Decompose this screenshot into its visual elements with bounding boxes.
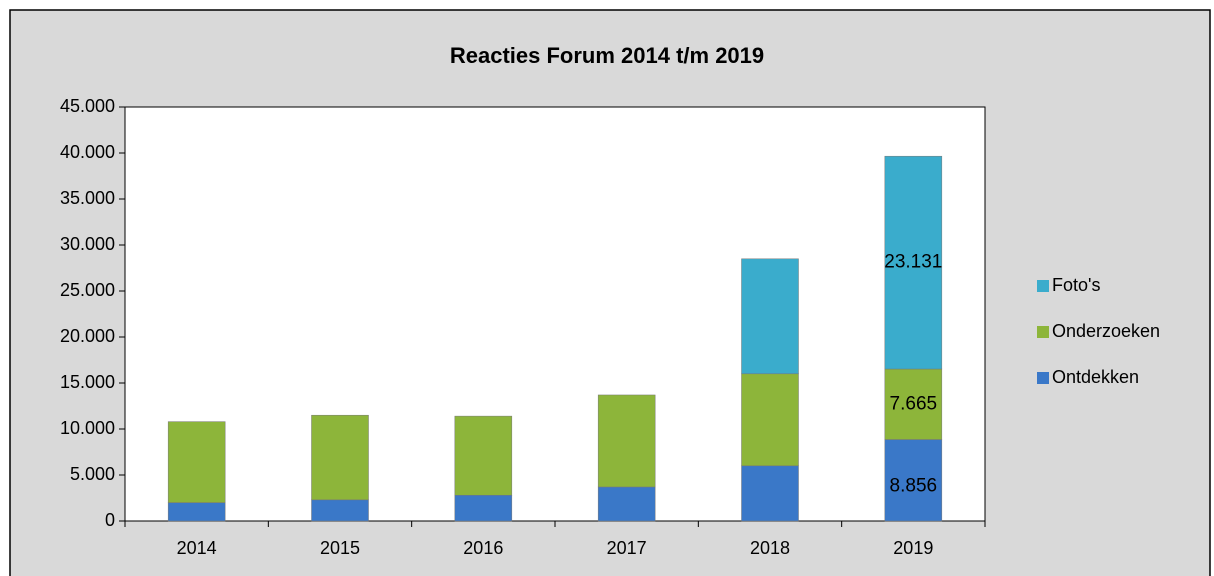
bar-segment (741, 258, 799, 375)
legend-label: Onderzoeken (1052, 321, 1160, 341)
x-tick-label: 2016 (463, 538, 503, 558)
x-tick-label: 2017 (607, 538, 647, 558)
legend-label: Ontdekken (1052, 367, 1139, 387)
bar-segment (884, 155, 943, 370)
plot-area (124, 106, 986, 522)
bar-segment (311, 499, 369, 522)
legend-label: Foto's (1052, 275, 1100, 295)
y-tick-label: 20.000 (60, 326, 115, 346)
bar-segment (311, 414, 369, 501)
bar-segment (884, 368, 943, 440)
bar-segment (741, 373, 799, 467)
bar-segment (884, 439, 943, 522)
y-tick-label: 45.000 (60, 96, 115, 116)
bar-segment (597, 394, 656, 488)
legend-swatch (1037, 326, 1049, 338)
y-tick-label: 15.000 (60, 372, 115, 392)
bar-segment (454, 494, 513, 522)
y-tick-label: 10.000 (60, 418, 115, 438)
bar-segment (167, 421, 226, 503)
x-tick-label: 2019 (893, 538, 933, 558)
bar-segment (454, 415, 513, 496)
chart-title: Reacties Forum 2014 t/m 2019 (450, 43, 764, 68)
data-label: 8.856 (890, 475, 938, 496)
x-tick-label: 2018 (750, 538, 790, 558)
data-label: 23.131 (884, 252, 942, 273)
y-tick-label: 40.000 (60, 142, 115, 162)
legend-swatch (1037, 372, 1049, 384)
y-tick-label: 0 (105, 510, 115, 530)
y-tick-label: 35.000 (60, 188, 115, 208)
bar-segment (597, 486, 656, 522)
legend-swatch (1037, 280, 1049, 292)
x-tick-label: 2015 (320, 538, 360, 558)
bar-segment (741, 465, 799, 522)
bar-segment (167, 502, 226, 522)
data-label: 7.665 (890, 393, 938, 414)
y-tick-label: 25.000 (60, 280, 115, 300)
x-tick-label: 2014 (177, 538, 217, 558)
y-tick-label: 5.000 (70, 464, 115, 484)
y-tick-label: 30.000 (60, 234, 115, 254)
